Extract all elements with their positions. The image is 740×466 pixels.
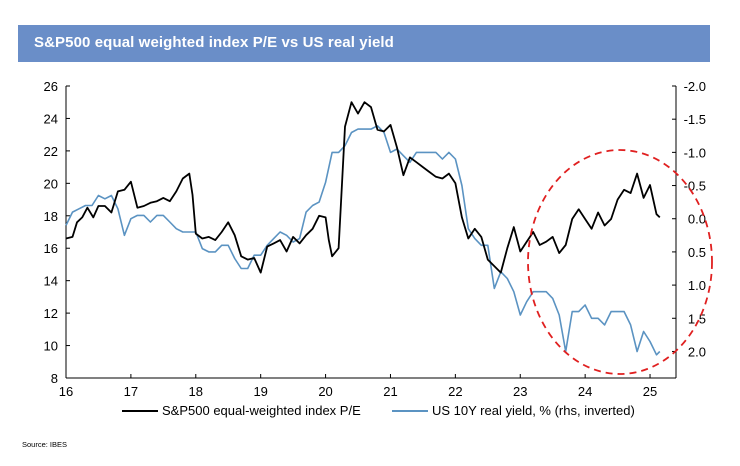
x-tick-label: 18 bbox=[189, 384, 203, 399]
left-tick-label: 18 bbox=[44, 209, 58, 224]
x-tick-label: 22 bbox=[448, 384, 462, 399]
left-tick-label: 24 bbox=[44, 111, 58, 126]
pe-series-line bbox=[65, 101, 661, 274]
x-axis-ticks: 16 17 18 19 20 21 22 23 24 25 bbox=[59, 374, 657, 399]
x-tick-label: 17 bbox=[124, 384, 138, 399]
right-tick-label: 0.0 bbox=[688, 212, 706, 227]
left-tick-label: 16 bbox=[44, 241, 58, 256]
source-note: Source: IBES bbox=[22, 440, 68, 449]
x-tick-label: 24 bbox=[578, 384, 592, 399]
right-tick-label: -1.5 bbox=[684, 112, 706, 127]
chart-title: S&P500 equal weighted index P/E vs US re… bbox=[34, 34, 394, 51]
x-tick-label: 20 bbox=[318, 384, 332, 399]
left-tick-label: 26 bbox=[44, 79, 58, 94]
right-tick-label: 2.0 bbox=[688, 344, 706, 359]
legend: S&P500 equal-weighted index P/E US 10Y r… bbox=[122, 403, 635, 418]
real-yield-series-line bbox=[65, 125, 661, 356]
left-tick-label: 10 bbox=[44, 339, 58, 354]
right-tick-label: -2.0 bbox=[684, 79, 706, 94]
highlight-ellipse bbox=[527, 149, 713, 375]
right-tick-label: 1.0 bbox=[688, 278, 706, 293]
x-tick-label: 25 bbox=[643, 384, 657, 399]
left-tick-label: 12 bbox=[44, 306, 58, 321]
title-bar bbox=[18, 25, 710, 62]
right-axis-ticks: -2.0-1.5-1.0-0.50.00.51.01.52.0 bbox=[672, 79, 706, 359]
series-group bbox=[65, 101, 661, 356]
right-tick-label: -1.0 bbox=[684, 145, 706, 160]
x-tick-label: 23 bbox=[513, 384, 527, 399]
left-tick-label: 14 bbox=[44, 274, 58, 289]
x-tick-label: 16 bbox=[59, 384, 73, 399]
left-tick-label: 22 bbox=[44, 144, 58, 159]
right-tick-label: -0.5 bbox=[684, 179, 706, 194]
x-tick-label: 21 bbox=[383, 384, 397, 399]
x-tick-label: 19 bbox=[253, 384, 267, 399]
legend-pe-label: S&P500 equal-weighted index P/E bbox=[162, 403, 361, 418]
left-tick-label: 8 bbox=[51, 371, 58, 386]
left-tick-label: 20 bbox=[44, 176, 58, 191]
right-tick-label: 0.5 bbox=[688, 245, 706, 260]
legend-yield-label: US 10Y real yield, % (rhs, inverted) bbox=[432, 403, 635, 418]
left-axis-ticks: 26 24 22 20 18 16 14 12 10 8 bbox=[44, 79, 70, 386]
